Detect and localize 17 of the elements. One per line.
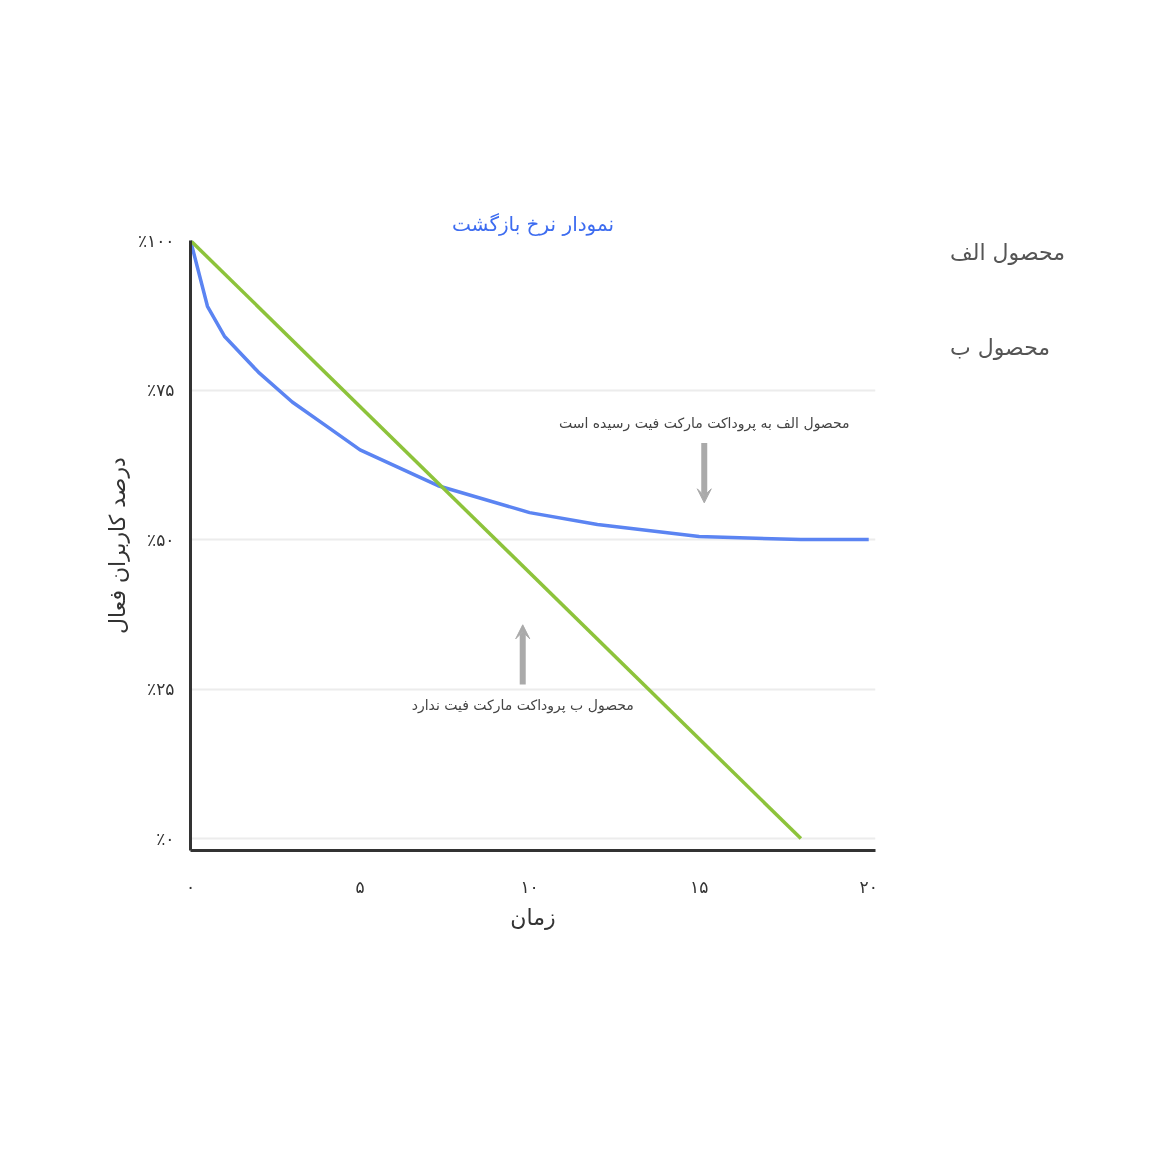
x-tick-label: ۰ [185, 876, 196, 897]
x-tick-label: ۱۰ [520, 876, 539, 897]
x-tick-label: ۲۰ [859, 876, 878, 897]
y-tick-label: ٪۵۰ [147, 529, 175, 550]
x-tick-label: ۱۵ [690, 876, 709, 897]
y-tick-label: ٪۱۰۰ [137, 230, 175, 251]
chart-title: نمودار نرخ بازگشت [451, 211, 615, 236]
y-tick-label: ٪۰ [156, 828, 175, 849]
annotation: محصول الف به پروداکت مارکت فیت رسیده است [558, 415, 850, 433]
x-tick-label: ۵ [355, 876, 365, 897]
y-axis-title: درصد کاربران فعال [104, 457, 130, 634]
y-tick-label: ٪۷۵ [147, 380, 175, 401]
text: محصول الف [950, 240, 1065, 265]
y-tick-label: ٪۲۵ [147, 679, 175, 700]
text: محصول ب [950, 335, 1051, 360]
annotation: محصول ب پروداکت مارکت فیت ندارد [411, 696, 634, 714]
x-axis-title: زمان [510, 904, 556, 930]
